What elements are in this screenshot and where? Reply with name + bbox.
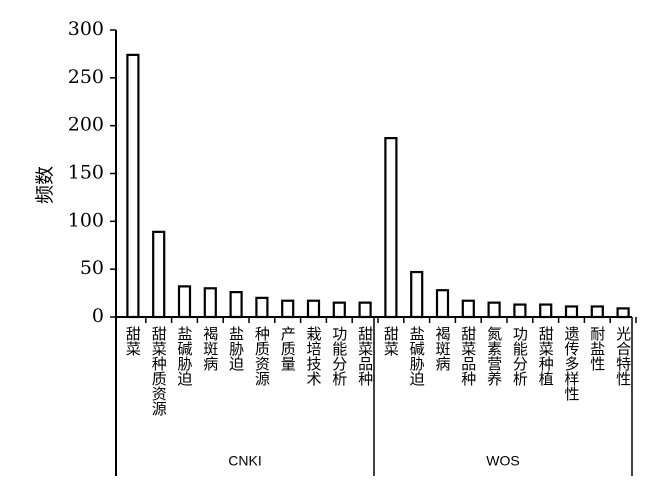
bar [384,137,398,319]
bar [461,299,475,319]
y-tick-label: 150 [68,162,104,184]
group-label: CNKI [228,453,261,469]
x-category-label: 栽培技术 [305,326,323,386]
x-category-label: 甜菜 [124,326,142,356]
bar [435,289,450,319]
bar [177,285,192,319]
bar [564,305,579,319]
bar [410,270,424,319]
bar [513,303,527,319]
y-tick-label: 300 [68,18,104,40]
x-category-label: 耐盐性 [588,326,606,371]
x-category-label: 甜菜品种 [459,326,477,386]
axes [110,29,637,476]
y-tick-label: 0 [92,305,104,327]
bar [152,230,166,319]
bar [255,296,269,319]
group-label: WOS [486,453,519,469]
bar [358,301,372,319]
bar [590,305,604,319]
bar [616,307,630,319]
x-category-label: 甜菜种植 [537,326,555,386]
bar [229,291,243,319]
bar [281,299,295,319]
x-category-label: 甜菜 [382,326,400,356]
x-category-label: 功能分析 [330,326,348,386]
x-category-label: 光合特性 [614,326,632,386]
bar [306,299,321,319]
x-category-label: 种质资源 [253,326,271,386]
x-category-label: 氮素营养 [485,326,503,386]
bar [203,287,217,319]
bars [126,53,630,319]
x-category-label: 甜菜品种 [356,326,374,386]
bar [332,301,346,319]
x-category-label: 盐胁迫 [227,326,245,372]
bar [539,303,553,319]
x-category-label: 盐碱胁迫 [176,326,194,387]
x-category-label: 产质量 [279,326,297,371]
x-category-label: 功能分析 [511,326,529,386]
y-tick-label: 200 [68,114,104,136]
y-tick-label: 50 [80,257,104,279]
y-tick-label: 100 [68,209,104,231]
bar [126,53,140,319]
bar [487,301,501,319]
x-category-label: 盐碱胁迫 [408,326,426,387]
x-category-label: 遗传多样性 [563,326,581,401]
x-category-label: 褐斑病 [434,326,452,372]
y-axis-label: 频数 [34,166,56,204]
x-category-label: 甜菜种质资源 [150,326,168,416]
x-category-label: 褐斑病 [201,326,219,372]
y-tick-label: 250 [68,66,104,88]
